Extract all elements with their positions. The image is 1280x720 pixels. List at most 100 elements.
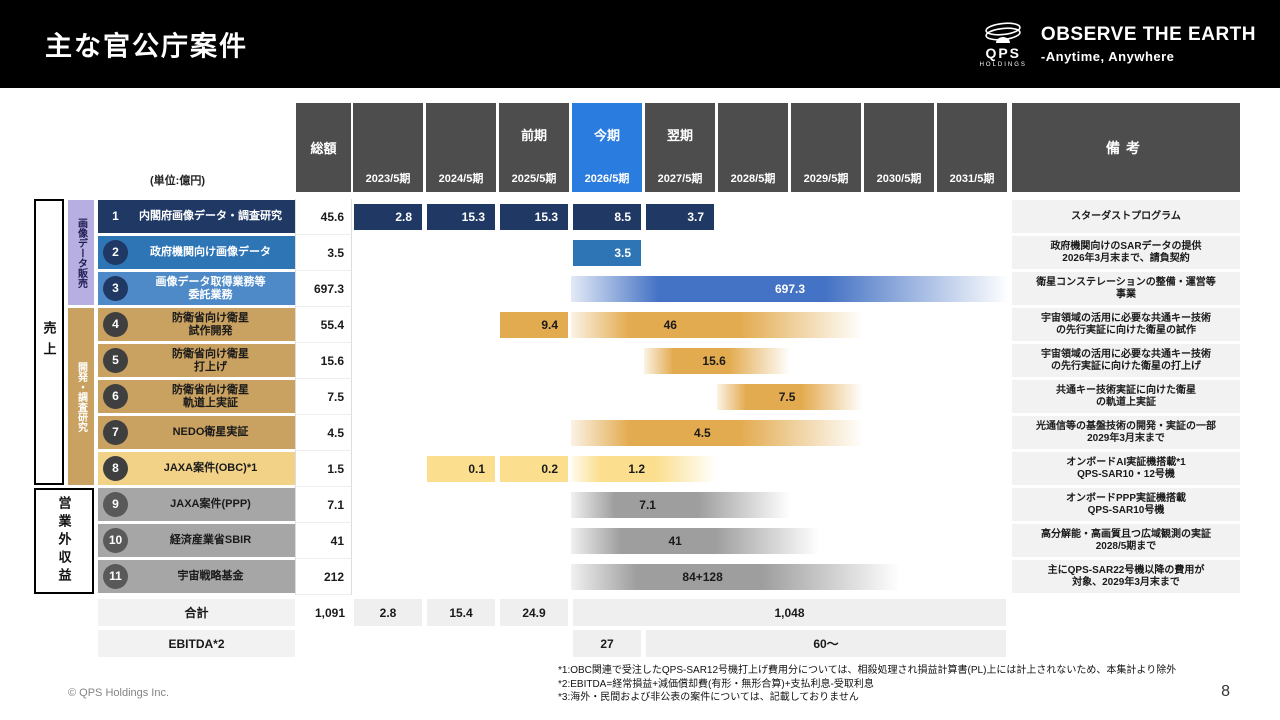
row-number-badge: 5 (103, 348, 128, 373)
timeline-bar-value: 41 (668, 534, 682, 548)
remarks-column-header: 備考 (1012, 103, 1240, 192)
timeline-bar-gradient: 7.5 (717, 384, 863, 410)
timeline-bar-value: 697.3 (774, 282, 806, 296)
year-label: 2027/5期 (657, 173, 703, 185)
row-label: JAXA案件(PPP) 9 (98, 488, 295, 521)
year-label: 2023/5期 (365, 173, 411, 185)
timeline-bar-value: 1.2 (628, 462, 646, 476)
remark-cell: 宇宙領域の活用に必要な共通キー技術 の先行実証に向けた衛星の打上げ (1012, 344, 1240, 377)
side-label-image-data: 画像データ販売 (68, 200, 94, 305)
remark-cell: 政府機関向けのSARデータの提供 2026年3月末まで、請負契約 (1012, 236, 1240, 269)
row-number-badge: 6 (103, 384, 128, 409)
row-total-amount: 7.1 (295, 487, 352, 523)
side-label-development: 開発・調査研究 (68, 308, 94, 485)
remark-cell: オンボードAI実証機搭載*1 QPS-SAR10・12号機 (1012, 452, 1240, 485)
year-label: 2029/5期 (803, 173, 849, 185)
year-label: 2030/5期 (876, 173, 922, 185)
row-total-amount: 1.5 (295, 451, 352, 487)
row-number-badge: 7 (103, 420, 128, 445)
period-label: 今期 (593, 127, 620, 143)
year-label: 2024/5期 (438, 173, 484, 185)
row-label: 防衛省向け衛星 打上げ 5 (98, 344, 295, 377)
year-header: 2024/5期 (426, 103, 496, 192)
footnote: *2:EBITDA=経常損益+減価償却費(有形・無形合算)+支払利息-受取利息 (558, 678, 874, 690)
qps-logo: QPS HOLDINGS (980, 20, 1027, 68)
timeline-bar-box: 15.3 (500, 204, 568, 230)
timeline-bar-box: 2.8 (354, 204, 422, 230)
footnote: *1:OBC関連で受注したQPS-SAR12号機打上げ費用分については、相殺処理… (558, 665, 1177, 676)
year-header: 2029/5期 (791, 103, 861, 192)
remark-cell: 宇宙領域の活用に必要な共通キー技術 の先行実証に向けた衛星の試作 (1012, 308, 1240, 341)
row-label: 政府機関向け画像データ 2 (98, 236, 295, 269)
row-number-badge: 3 (103, 276, 128, 301)
row-total-amount: 4.5 (295, 415, 352, 451)
timeline-bar-value: 4.5 (694, 426, 711, 440)
logo-tagline-main: OBSERVE THE EARTH (1040, 24, 1256, 45)
year-header: 2028/5期 (718, 103, 788, 192)
period-label: 前期 (520, 127, 547, 143)
row-number-badge: 2 (103, 240, 128, 265)
summary-year-cell: 24.9 (500, 599, 568, 626)
timeline-bar-box: 3.7 (646, 204, 714, 230)
page-title: 主な官公庁案件 (45, 31, 248, 62)
side-label-non-operating: 営業外収益 (34, 488, 94, 594)
timeline-bar-box: 8.5 (573, 204, 641, 230)
remark-cell: 主にQPS-SAR22号機以降の費用が 対象、2029年3月末まで (1012, 560, 1240, 593)
remark-cell: 共通キー技術実証に向けた衛星 の軌道上実証 (1012, 380, 1240, 413)
ebitda-label: EBITDA*2 (98, 630, 295, 657)
remark-cell: 高分解能・高画質且つ広域観測の実証 2028/5期まで (1012, 524, 1240, 557)
timeline-bar-gradient: 46 (571, 312, 863, 338)
row-total-amount: 15.6 (295, 343, 352, 379)
row-label: JAXA案件(OBC)*1 8 (98, 452, 295, 485)
timeline-bar-gradient: 84+128 (571, 564, 900, 590)
logo-qps-text: QPS (985, 45, 1022, 61)
logo-tagline-sub: -Anytime, Anywhere (1040, 49, 1175, 64)
timeline-bar-value: 84+128 (682, 570, 723, 584)
logo-holdings-text: HOLDINGS (979, 62, 1027, 68)
year-header: 2031/5期 (937, 103, 1007, 192)
remark-cell: オンボードPPP実証機搭載 QPS-SAR10号機 (1012, 488, 1240, 521)
row-total-amount: 3.5 (295, 235, 352, 271)
timeline-bar-value: 7.5 (778, 390, 796, 404)
timeline-bar-gradient: 697.3 (571, 276, 1009, 302)
row-label: 宇宙戦略基金 11 (98, 560, 295, 593)
year-header: 2030/5期 (864, 103, 934, 192)
year-header: 今期 2026/5期 (572, 103, 642, 192)
side-label-sales: 売上 (34, 199, 64, 485)
row-total-amount: 7.5 (295, 379, 352, 415)
unit-label: (単位:億円) (150, 175, 205, 187)
timeline-bar-box: 0.2 (500, 456, 568, 482)
qps-satellite-icon (985, 22, 1021, 43)
timeline-bar-value: 15.6 (702, 354, 726, 368)
row-total-amount: 45.6 (295, 199, 352, 235)
row-label: 内閣府画像データ・調査研究 1 (98, 200, 295, 233)
ebitda-cell: 60～ (646, 630, 1006, 657)
row-label: 画像データ取得業務等 委託業務 3 (98, 272, 295, 305)
row-number-badge: 11 (103, 564, 128, 589)
row-number-badge: 10 (103, 528, 128, 553)
timeline-bar-value: 7.1 (639, 498, 656, 512)
year-label: 2026/5期 (584, 173, 630, 185)
timeline-bar-box: 0.1 (427, 456, 495, 482)
timeline-bar-box: 9.4 (500, 312, 568, 338)
remark-cell: 光通信等の基盤技術の開発・実証の一部 2029年3月末まで (1012, 416, 1240, 449)
page-number: 8 (1221, 683, 1230, 700)
ebitda-cell: 27 (573, 630, 641, 657)
year-header: 翌期 2027/5期 (645, 103, 715, 192)
summary-merged-cell: 1,048 (573, 599, 1006, 626)
row-label: 経済産業省SBIR 10 (98, 524, 295, 557)
row-number-badge: 9 (103, 492, 128, 517)
logo-tagline: OBSERVE THE EARTH -Anytime, Anywhere (1041, 24, 1256, 64)
period-label: 翌期 (666, 127, 693, 143)
timeline-bar-value: 46 (663, 318, 677, 332)
row-total-amount: 41 (295, 523, 352, 559)
total-column-header: 総額 (296, 103, 351, 192)
row-total-amount: 697.3 (295, 271, 352, 307)
summary-total-label: 合計 (98, 599, 295, 626)
remark-cell: 衛星コンステレーションの整備・運営等 事業 (1012, 272, 1240, 305)
row-number-badge: 4 (103, 312, 128, 337)
summary-total-amount: 1,091 (314, 605, 345, 620)
row-number-badge: 1 (103, 204, 128, 229)
remark-cell: スターダストプログラム (1012, 200, 1240, 233)
